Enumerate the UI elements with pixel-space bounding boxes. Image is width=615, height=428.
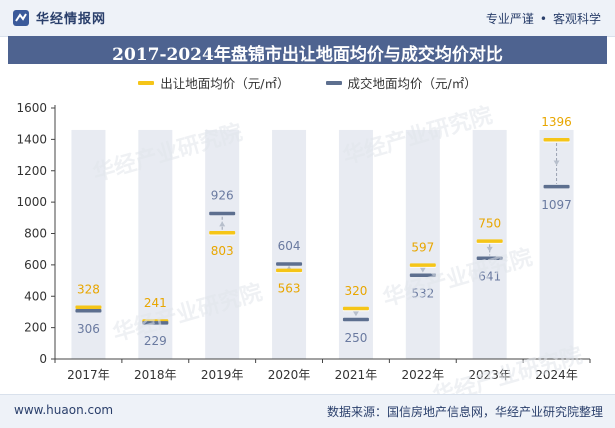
- category-column: [338, 129, 373, 359]
- y-tick-label: 1200: [16, 164, 47, 178]
- title-bar: 2017-2024年盘锦市出让地面均价与成交均价对比: [8, 36, 607, 65]
- y-tick-label: 600: [24, 258, 47, 272]
- category-column: [205, 129, 240, 359]
- huajing-logo-icon: [13, 9, 29, 26]
- x-tick-label: 2019年: [201, 368, 244, 382]
- series1-data-label: 320: [344, 284, 367, 298]
- series1-data-label: 1396: [541, 115, 572, 129]
- series1-marker: [276, 268, 303, 273]
- series1-marker: [543, 138, 570, 142]
- category-column: [71, 129, 106, 359]
- tagline: 专业严谨 • 客观科学: [486, 10, 601, 27]
- y-tick-label: 0: [39, 352, 47, 366]
- difference-arrow: [352, 311, 359, 317]
- tagline-dot: •: [539, 11, 547, 26]
- series2-marker: [409, 273, 436, 278]
- y-tick-label: 400: [24, 289, 47, 303]
- brand-name: 华经情报网: [36, 12, 107, 27]
- series2-data-label: 229: [144, 334, 167, 348]
- brand: 华经情报网: [12, 8, 106, 27]
- chart-title: 2017-2024年盘锦市出让地面均价与成交均价对比: [112, 45, 503, 65]
- footer: www.huaon.com 数据来源：国信房地产信息网，华经产业研究院整理: [0, 394, 615, 428]
- series1-data-label: 597: [411, 240, 434, 254]
- legend-label-series2: 成交地面均价（元/㎡）: [347, 76, 477, 91]
- series1-data-label: 328: [77, 283, 100, 297]
- y-tick-label: 1600: [16, 101, 47, 115]
- series2-marker: [342, 317, 369, 322]
- x-tick-label: 2017年: [67, 368, 110, 382]
- category-column: [405, 129, 440, 359]
- legend-label-series1: 出让地面均价（元/㎡）: [160, 76, 290, 91]
- x-tick-label: 2021年: [335, 368, 378, 382]
- series1-data-label: 563: [278, 282, 301, 296]
- series1-marker: [409, 263, 436, 267]
- difference-arrow: [419, 267, 426, 273]
- series2-marker: [209, 211, 236, 216]
- tagline-right: 客观科学: [552, 12, 601, 26]
- series2-marker: [476, 256, 503, 260]
- chart-plot: 0 200 400 600 800 1000 1200 1400 1600 2017年 2018年 2…: [16, 101, 591, 382]
- series2-marker: [142, 321, 169, 325]
- series1-marker: [209, 231, 236, 235]
- y-tick-label: 200: [24, 321, 47, 335]
- difference-arrow: [486, 246, 493, 252]
- tagline-left: 专业严谨: [485, 12, 534, 26]
- series1-marker: [75, 305, 102, 310]
- series1-data-label: 750: [478, 216, 501, 230]
- series2-data-label: 926: [211, 189, 234, 203]
- x-tick-label: 2023年: [468, 368, 511, 382]
- chart-legend: 出让地面均价（元/㎡） 成交地面均价（元/㎡）: [0, 73, 615, 92]
- legend-swatch-series2: [325, 80, 342, 85]
- y-tick-label: 1400: [16, 132, 47, 146]
- series2-data-label: 1097: [541, 198, 572, 212]
- footer-source: 数据来源：国信房地产信息网，华经产业研究院整理: [326, 405, 603, 419]
- series2-marker: [543, 184, 570, 189]
- series1-marker: [342, 306, 369, 311]
- legend-swatch-series1: [138, 80, 155, 85]
- difference-arrow: [219, 221, 226, 227]
- x-tick-label: 2020年: [268, 368, 311, 382]
- y-tick-label: 800: [24, 227, 47, 241]
- series2-data-label: 532: [411, 287, 434, 301]
- category-column: [272, 129, 307, 359]
- series1-marker: [476, 239, 503, 243]
- footer-site: www.huaon.com: [14, 403, 114, 417]
- series2-data-label: 306: [77, 322, 100, 336]
- series2-data-label: 641: [478, 269, 501, 283]
- series2-marker: [276, 262, 303, 266]
- y-tick-label: 1000: [16, 195, 47, 209]
- x-tick-label: 2022年: [402, 368, 445, 382]
- series2-data-label: 604: [278, 239, 301, 253]
- legend-item-series1: 出让地面均价（元/㎡）: [138, 73, 290, 92]
- series1-data-label: 241: [144, 296, 167, 310]
- category-column: [138, 129, 173, 359]
- top-bar: 华经情报网 专业严谨 • 客观科学: [0, 0, 615, 37]
- x-tick-label: 2018年: [134, 368, 177, 382]
- series2-data-label: 250: [344, 331, 367, 345]
- difference-arrow: [553, 160, 560, 166]
- legend-item-series2: 成交地面均价（元/㎡）: [325, 73, 477, 92]
- series1-data-label: 803: [211, 244, 234, 258]
- series2-marker: [75, 308, 102, 313]
- x-tick-label: 2024年: [535, 368, 578, 382]
